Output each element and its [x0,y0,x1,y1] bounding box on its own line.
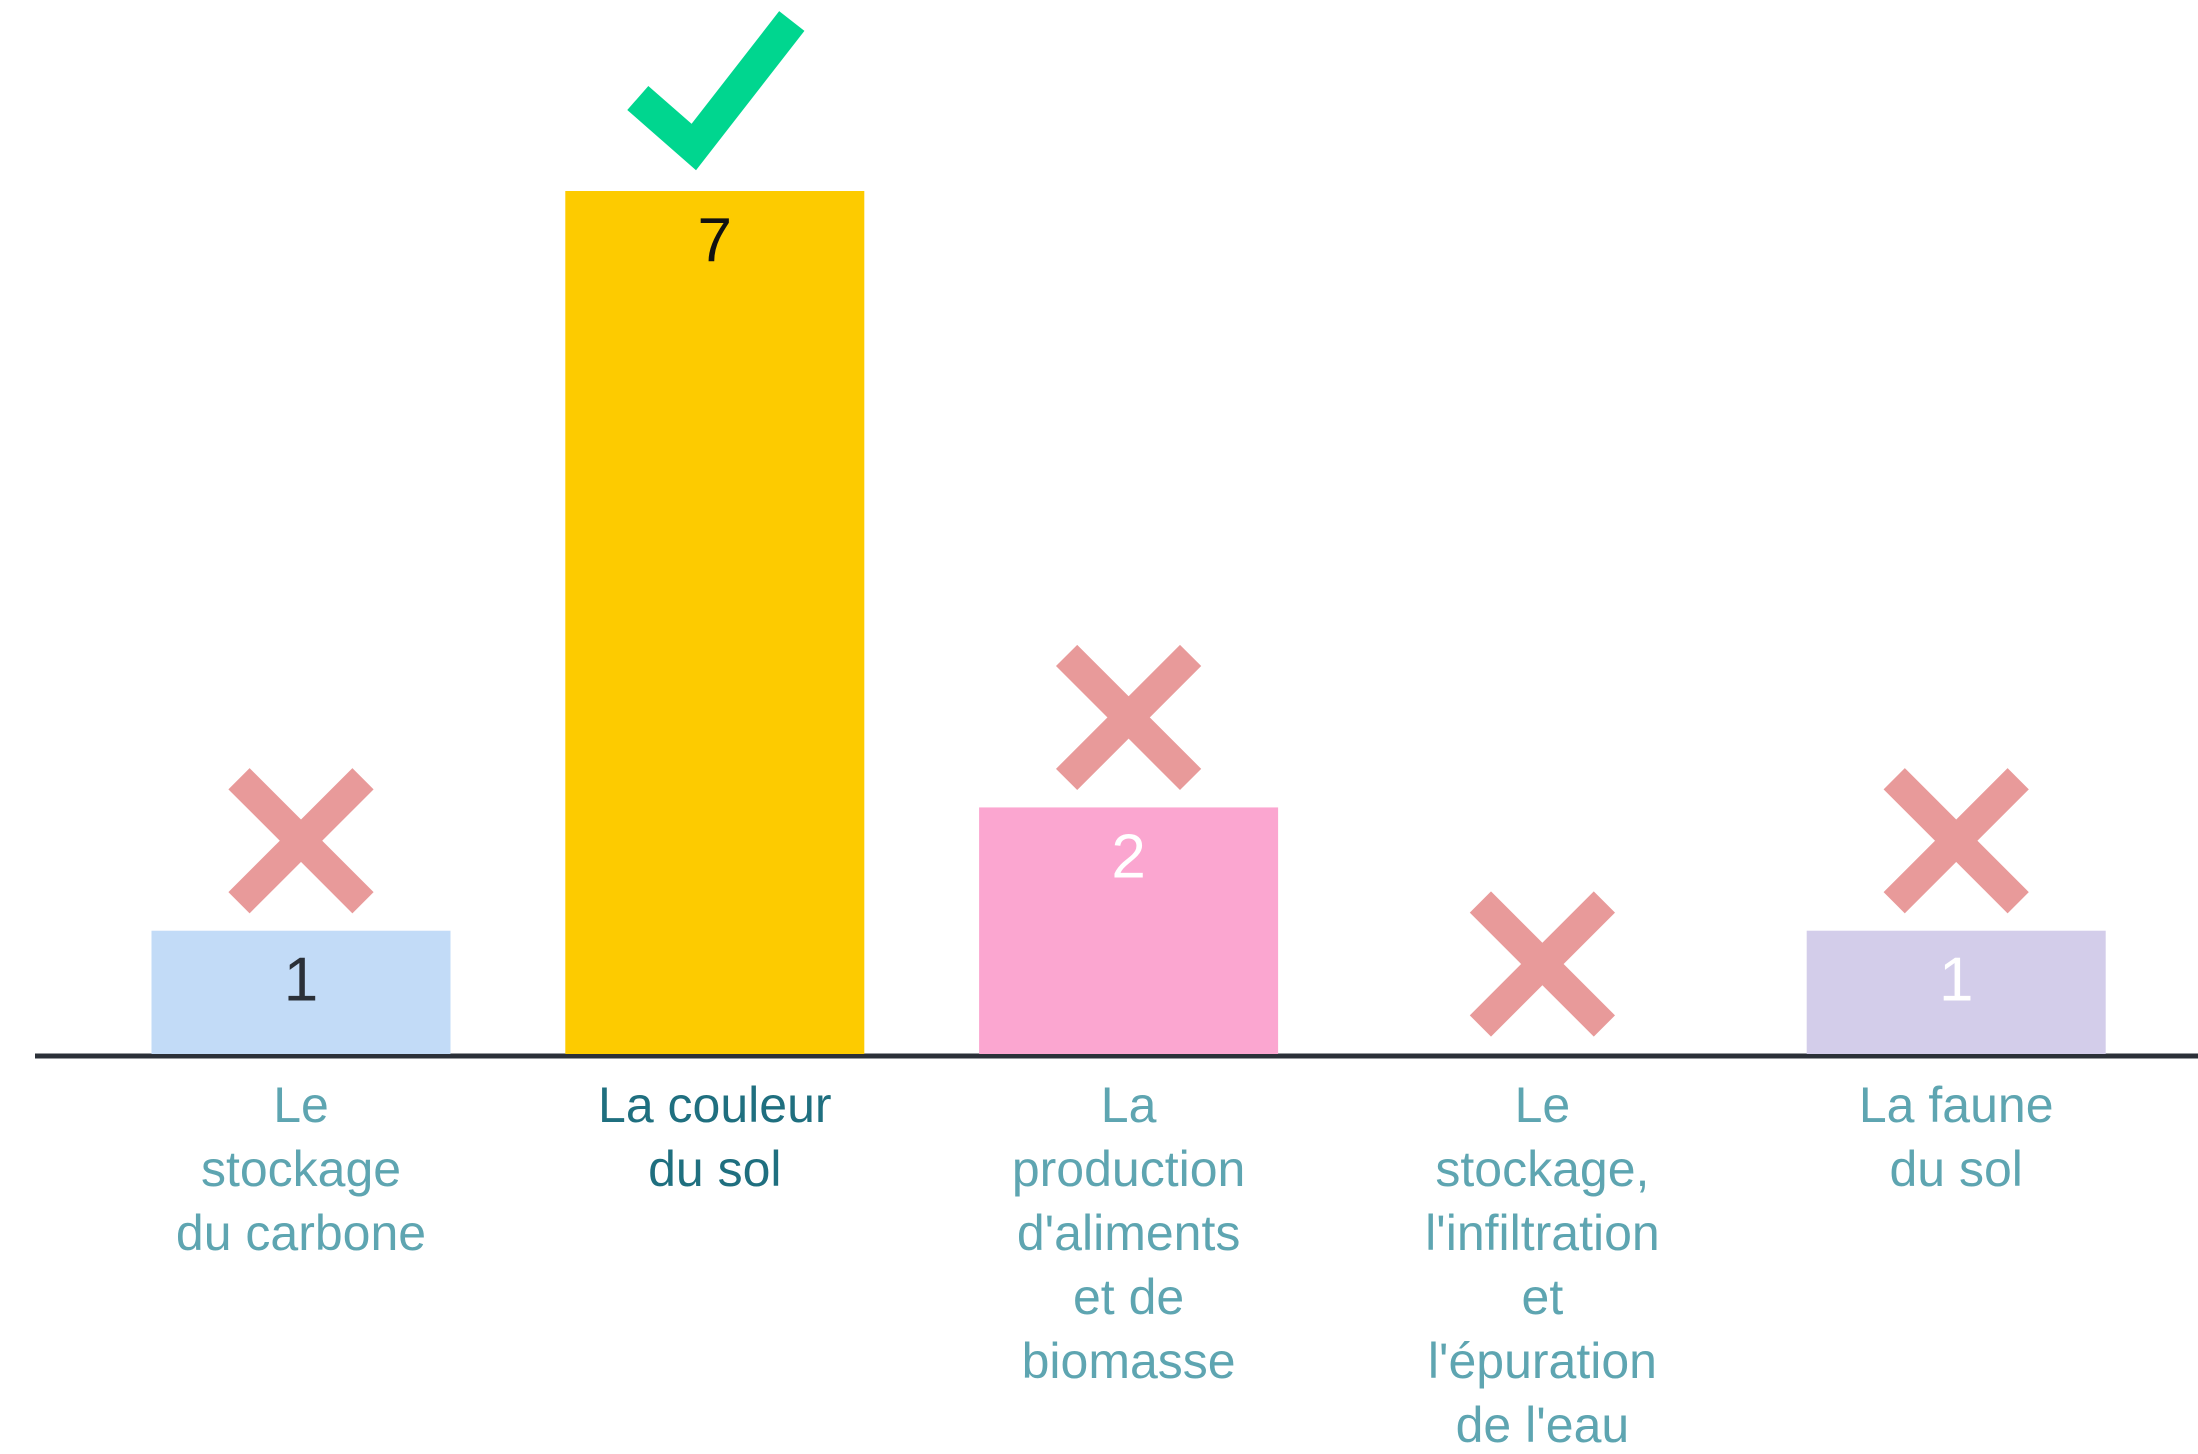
x-tick-label: Le stockage du carbone [176,1077,426,1261]
x-tick-label-line: biomasse [1022,1333,1236,1389]
cross-icon [1469,891,1616,1037]
x-tick-label-line: du sol [1889,1141,2022,1197]
x-tick-label: La faune du sol [1859,1077,2054,1197]
x-tick-label-line: Le [1515,1077,1571,1133]
x-tick-label-line: de l'eau [1456,1397,1630,1453]
x-tick-label-line: stockage, [1435,1141,1649,1197]
data-label: 1 [1939,946,1973,1015]
bar [565,191,865,1054]
x-tick-label-line: l'épuration [1428,1333,1657,1389]
bar [151,930,451,1054]
cross-icon [228,768,374,914]
x-tick-label-line: l'infiltration [1425,1205,1660,1261]
x-tick-label-line: production [1012,1141,1246,1197]
x-tick-label-line: et [1522,1269,1564,1325]
x-tick-label-line: Le [273,1077,329,1133]
data-label: 7 [698,206,732,275]
bar [1806,930,2106,1054]
data-label: 1 [284,946,318,1015]
x-tick-label: Le stockage, l'infiltration et l'épuration de… [1425,1077,1660,1453]
x-tick-label-line: d'aliments [1017,1205,1241,1261]
x-tick-label-line: et de [1073,1269,1184,1325]
x-tick-label: La production d'aliments et de biomasse [1012,1077,1246,1389]
cross-icon [1883,768,2029,914]
x-tick-label-line: du carbone [176,1205,426,1261]
cross-icon [1055,644,1202,791]
x-tick-label-line: La couleur [598,1077,832,1133]
data-label: 2 [1111,822,1145,891]
x-tick-label-line: La [1101,1077,1157,1133]
x-tick-label-line: La faune [1859,1077,2054,1133]
check-icon [627,11,805,171]
x-tick-label: La couleur du sol [598,1077,832,1197]
x-tick-label-line: stockage [201,1141,401,1197]
bar [979,807,1279,1054]
x-tick-label-line: du sol [648,1141,781,1197]
